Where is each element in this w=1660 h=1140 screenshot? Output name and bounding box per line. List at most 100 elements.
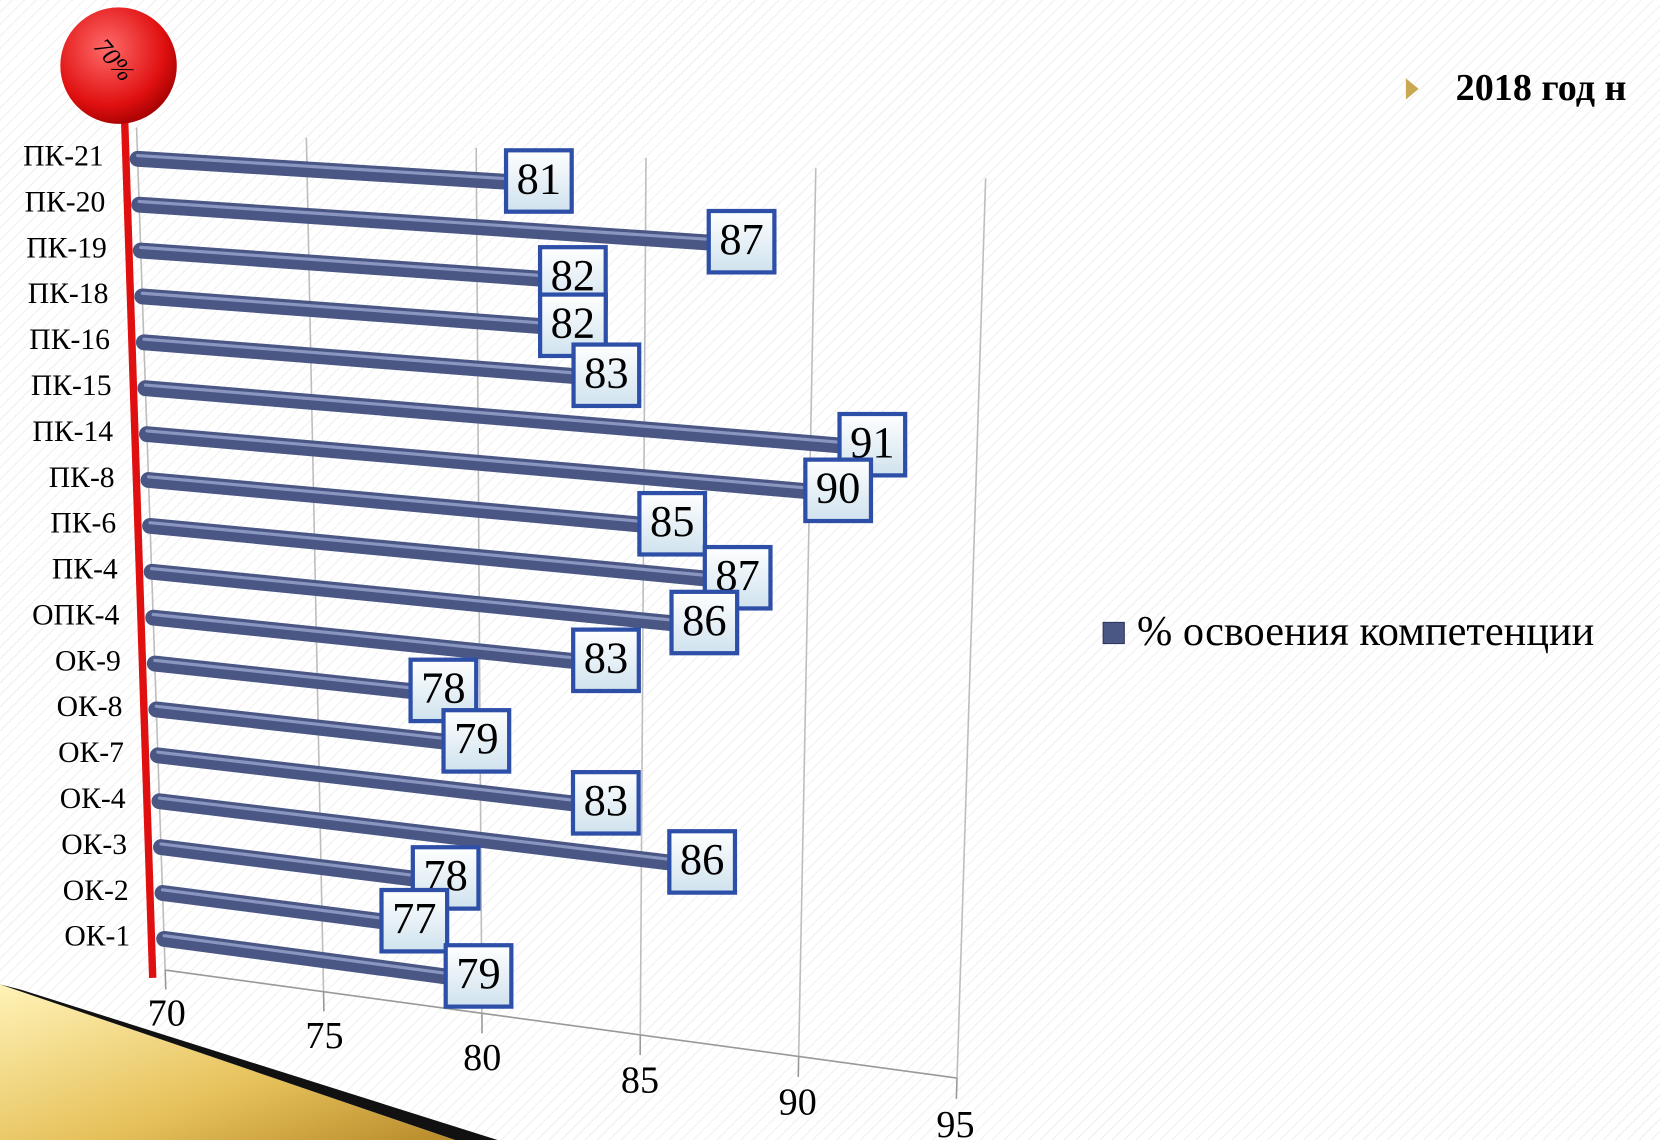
- bar: [131, 196, 721, 251]
- value-label: 87: [719, 214, 763, 264]
- bar: [151, 793, 682, 871]
- value-label: 83: [584, 633, 628, 683]
- bar-highlight: [156, 750, 579, 803]
- y-tick-label: ОК-8: [57, 691, 123, 723]
- value-label-box: [706, 208, 777, 275]
- y-tick-label: ОК-1: [64, 921, 130, 953]
- value-label-box: [441, 708, 512, 774]
- bar: [140, 472, 652, 533]
- bar: [149, 747, 586, 812]
- bar: [135, 334, 586, 385]
- bar-highlight: [137, 199, 715, 242]
- bar-highlight: [160, 888, 388, 921]
- y-tick-label: ПК-21: [23, 141, 104, 173]
- x-tick-label: 85: [621, 1059, 659, 1101]
- bar: [132, 242, 553, 287]
- value-label: 82: [551, 298, 595, 348]
- value-label-box: [669, 589, 740, 656]
- threshold-line: [119, 80, 157, 979]
- bar: [143, 563, 684, 632]
- grid-line: [956, 178, 987, 1079]
- tick-mark: [955, 1078, 958, 1099]
- x-tick-label: 75: [305, 1015, 343, 1057]
- x-tick-label: 80: [463, 1037, 501, 1079]
- x-tick-label: 95: [936, 1104, 974, 1140]
- legend-label: % освоения компетенции: [1137, 608, 1594, 655]
- tick-mark: [164, 970, 167, 990]
- bullet: [1405, 78, 1419, 100]
- value-label: 78: [421, 663, 465, 713]
- value-label-box: [803, 457, 874, 524]
- y-tick-label: ОК-7: [58, 737, 124, 769]
- x-tick-label: 70: [148, 993, 186, 1035]
- y-tick-label: ПК-16: [29, 324, 110, 356]
- threshold-pin: [60, 7, 177, 124]
- value-label-box: [443, 943, 514, 1009]
- bar: [134, 288, 553, 335]
- bar: [148, 701, 456, 750]
- bar-highlight: [150, 567, 678, 622]
- bar-highlight: [154, 704, 450, 741]
- bar: [146, 655, 423, 700]
- bar-highlight: [140, 291, 546, 325]
- value-label: 90: [816, 463, 860, 513]
- value-label: 85: [650, 496, 694, 546]
- y-tick-label: ПК-20: [25, 186, 106, 218]
- bar-highlight: [162, 934, 452, 976]
- y-tick-label: ПК-18: [28, 278, 109, 310]
- bar-highlight: [139, 245, 546, 278]
- value-label: 83: [584, 775, 628, 825]
- bar: [142, 517, 718, 587]
- grid-line: [639, 158, 647, 1035]
- bar-highlight: [159, 842, 419, 878]
- value-label: 81: [517, 153, 561, 203]
- bar: [154, 885, 394, 930]
- y-tick-label: ОК-9: [55, 645, 121, 677]
- y-tick-label: ПК-19: [26, 232, 107, 264]
- bar: [145, 609, 586, 670]
- value-label: 83: [584, 348, 628, 398]
- bar-highlight: [157, 796, 676, 862]
- bar: [153, 839, 425, 887]
- y-tick-label: ОПК-4: [32, 599, 119, 631]
- value-label-box: [503, 148, 574, 214]
- value-label: 79: [456, 948, 500, 998]
- value-label: 82: [551, 250, 595, 300]
- bar-highlight: [153, 658, 417, 690]
- bar-highlight: [143, 383, 846, 445]
- y-tick-label: ПК-15: [31, 370, 112, 402]
- value-label-box: [570, 770, 641, 836]
- value-label-box: [571, 342, 642, 409]
- bar-highlight: [146, 475, 646, 524]
- bar-highlight: [145, 429, 812, 490]
- grid-line: [797, 168, 817, 1057]
- bar-highlight: [148, 521, 711, 578]
- y-tick-label: ОК-3: [61, 829, 127, 861]
- bar: [139, 426, 818, 500]
- y-tick-label: ПК-6: [50, 508, 116, 540]
- y-tick-label: ПК-4: [52, 554, 118, 586]
- grid-line: [305, 137, 325, 992]
- value-label-box: [379, 887, 450, 954]
- value-label: 86: [682, 595, 726, 645]
- value-label: 77: [392, 893, 436, 943]
- y-tick-label: ОК-2: [63, 875, 129, 907]
- decor-stripe: [0, 984, 498, 1140]
- value-label-box: [637, 490, 708, 557]
- value-label-box: [667, 829, 738, 895]
- bar-highlight: [136, 154, 512, 181]
- bar: [156, 930, 458, 985]
- y-tick-label: ОК-4: [60, 783, 126, 815]
- x-axis: [165, 969, 958, 1079]
- x-tick-label: 90: [779, 1082, 817, 1124]
- legend-swatch: [1102, 621, 1125, 645]
- slide-title: 2018 год н: [1456, 67, 1627, 109]
- grid-line: [135, 127, 166, 971]
- bar: [137, 380, 852, 454]
- grid-line: [475, 147, 483, 1014]
- bar-highlight: [151, 612, 580, 660]
- value-label-box: [571, 627, 641, 694]
- value-label: 79: [454, 713, 498, 763]
